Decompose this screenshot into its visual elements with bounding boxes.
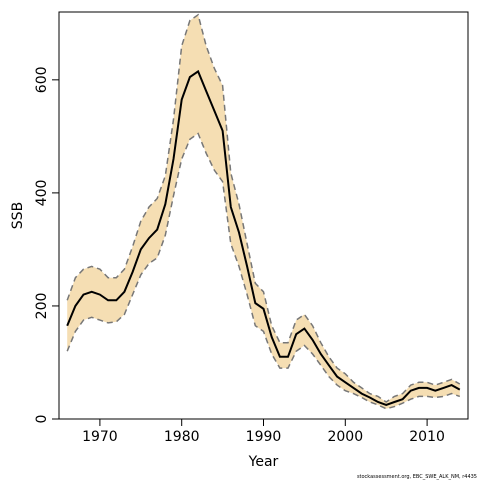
- x-tick-label: 2010: [409, 429, 445, 445]
- x-tick-label: 1990: [246, 429, 282, 445]
- upper-bound-line: [66, 13, 461, 403]
- credit-text: stockassessment.org, EBC_SWE_ALK_NM, r44…: [357, 474, 477, 480]
- estimate-line: [66, 69, 461, 406]
- x-tick-label: 1970: [82, 429, 118, 445]
- x-tick-label: 1980: [164, 429, 200, 445]
- x-tick-label: 2000: [327, 429, 363, 445]
- y-tick-label: 400: [34, 180, 50, 207]
- y-tick-label: 200: [34, 293, 50, 320]
- y-tick-label: 600: [34, 66, 50, 93]
- plot-frame: [58, 11, 469, 420]
- x-axis-title: Year: [248, 454, 279, 470]
- y-axis-title: SSB: [10, 202, 26, 229]
- confidence-band: [67, 14, 460, 409]
- lower-bound-line: [66, 132, 461, 410]
- series-lines-layer: [66, 13, 461, 410]
- x-axis: 1970 1980 1990 2000 2010: [82, 419, 445, 445]
- y-axis: 0 200 400 600: [34, 66, 59, 423]
- confidence-band-layer: [67, 14, 460, 409]
- y-tick-label: 0: [34, 415, 50, 424]
